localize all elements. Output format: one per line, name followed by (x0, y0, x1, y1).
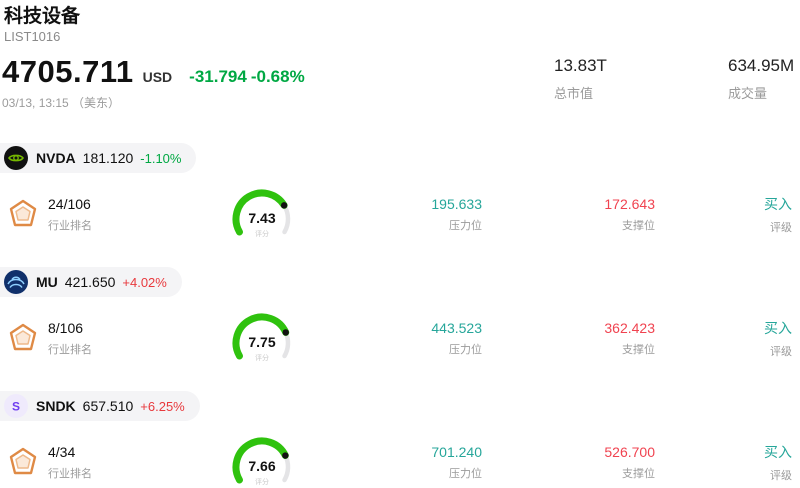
market-cap-value: 13.83T (554, 56, 607, 75)
volume-stat: 634.95M 成交量 (728, 56, 794, 102)
volume-label: 成交量 (728, 86, 768, 101)
mu-logo-icon (4, 270, 28, 294)
index-change-percent: -0.68% (250, 67, 305, 86)
support-label: 支撑位 (622, 467, 655, 480)
score-label: 评分 (255, 479, 269, 486)
ticker-price: 657.510 (82, 398, 134, 414)
ticker-symbol: NVDA (36, 150, 76, 166)
rating-value: 买入 (764, 195, 792, 212)
svg-text:S: S (12, 400, 20, 414)
score-gauge: 7.43 评分 (220, 183, 304, 245)
rating-label: 评级 (770, 345, 792, 358)
score-label: 评分 (255, 231, 269, 238)
sndk-logo-icon: S (4, 394, 28, 418)
resistance-block: 701.240 压力位 (346, 444, 482, 481)
index-change: -31.794 -0.68% (189, 67, 309, 87)
stock-section-sndk: S SNDK 657.510 +6.25% 4/34 行业排名 7.66 评分 (0, 391, 800, 488)
index-price: 4705.711 (2, 54, 134, 89)
rank-label: 行业排名 (48, 343, 92, 356)
score-value: 7.75 (248, 334, 276, 350)
support-block: 172.643 支撑位 (482, 196, 655, 233)
rank-label: 行业排名 (48, 219, 92, 232)
stock-row: 8/106 行业排名 7.75 评分 443.523 压力位 362.423 支撑… (0, 305, 800, 371)
stock-row: 4/34 行业排名 7.66 评分 701.240 压力位 526.700 支撑位… (0, 429, 800, 488)
support-block: 526.700 支撑位 (482, 444, 655, 481)
stock-section-mu: MU 421.650 +4.02% 8/106 行业排名 7.75 评分 443.… (0, 267, 800, 371)
ticker-price: 421.650 (64, 274, 116, 290)
ticker-symbol: SNDK (36, 398, 76, 414)
gauge-arc (232, 437, 291, 484)
ticker-change: -1.10% (140, 150, 182, 166)
rating-block: 买入 评级 (655, 318, 792, 359)
ticker-price: 181.120 (82, 150, 134, 166)
gauge-arc (232, 313, 291, 360)
industry-rank-icon (6, 321, 40, 355)
resistance-label: 压力位 (449, 343, 482, 356)
rating-block: 买入 评级 (655, 194, 792, 235)
industry-rank-icon (6, 445, 40, 479)
industry-rank: 4/34 行业排名 (48, 444, 178, 481)
market-cap-stat: 13.83T 总市值 (554, 56, 607, 102)
gauge-arc (232, 189, 291, 236)
list-id: LIST1016 (4, 29, 61, 44)
score-value: 7.66 (248, 458, 276, 474)
resistance-block: 195.633 压力位 (346, 196, 482, 233)
rating-label: 评级 (770, 221, 792, 234)
stock-row: 24/106 行业排名 7.43 评分 195.633 压力位 172.643 支… (0, 181, 800, 247)
currency-label: USD (142, 69, 173, 85)
score-gauge: 7.66 评分 (220, 431, 304, 488)
mu-ticker-pill[interactable]: MU 421.650 +4.02% (0, 267, 182, 297)
score-gauge: 7.75 评分 (220, 307, 304, 369)
rating-block: 买入 评级 (655, 442, 792, 483)
timestamp: 03/13, 13:15 （美东） (2, 96, 121, 110)
nvda-logo-icon (4, 146, 28, 170)
market-cap-label: 总市值 (554, 86, 594, 101)
rank-value: 8/106 (48, 319, 84, 336)
ticker-change: +6.25% (140, 398, 185, 414)
resistance-label: 压力位 (449, 219, 482, 232)
industry-rank: 24/106 行业排名 (48, 196, 178, 233)
rating-label: 评级 (770, 469, 792, 482)
page-title: 科技设备 (4, 6, 81, 27)
stock-sections: NVDA 181.120 -1.10% 24/106 行业排名 7.43 评分 1… (0, 143, 800, 488)
resistance-value: 195.633 (431, 195, 482, 212)
index-summary: 4705.711 USD -31.794 -0.68% 13.83T 总市值 63… (0, 54, 800, 101)
rank-label: 行业排名 (48, 467, 92, 480)
industry-rank-icon (6, 197, 40, 231)
resistance-label: 压力位 (449, 467, 482, 480)
rating-value: 买入 (764, 319, 792, 336)
volume-value: 634.95M (728, 56, 795, 75)
support-value: 172.643 (604, 195, 655, 212)
index-change-value: -31.794 (189, 67, 247, 86)
support-value: 362.423 (604, 319, 655, 336)
ticker-symbol: MU (36, 274, 58, 290)
support-label: 支撑位 (622, 343, 655, 356)
industry-rank: 8/106 行业排名 (48, 320, 178, 357)
score-value: 7.43 (248, 210, 276, 226)
resistance-value: 443.523 (431, 319, 482, 336)
score-label: 评分 (255, 355, 269, 362)
resistance-value: 701.240 (431, 443, 482, 460)
rank-value: 24/106 (48, 195, 91, 212)
rank-value: 4/34 (48, 443, 76, 460)
stock-section-nvda: NVDA 181.120 -1.10% 24/106 行业排名 7.43 评分 1… (0, 143, 800, 247)
rating-value: 买入 (764, 443, 792, 460)
support-value: 526.700 (604, 443, 655, 460)
resistance-block: 443.523 压力位 (346, 320, 482, 357)
ticker-change: +4.02% (122, 274, 167, 290)
sndk-ticker-pill[interactable]: S SNDK 657.510 +6.25% (0, 391, 200, 421)
support-label: 支撑位 (622, 219, 655, 232)
support-block: 362.423 支撑位 (482, 320, 655, 357)
nvda-ticker-pill[interactable]: NVDA 181.120 -1.10% (0, 143, 197, 173)
